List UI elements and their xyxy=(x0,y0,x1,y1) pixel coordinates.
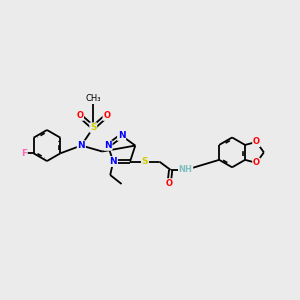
Text: O: O xyxy=(253,137,260,146)
Text: N: N xyxy=(110,157,117,166)
Text: N: N xyxy=(77,141,85,150)
Text: NH: NH xyxy=(179,166,193,175)
Text: N: N xyxy=(118,131,125,140)
Text: O: O xyxy=(76,111,83,120)
Text: S: S xyxy=(90,123,97,132)
Text: N: N xyxy=(110,157,117,166)
Text: O: O xyxy=(253,158,260,167)
Text: N: N xyxy=(104,141,112,150)
Text: O: O xyxy=(166,179,173,188)
Text: F: F xyxy=(21,149,27,158)
Text: CH₃: CH₃ xyxy=(85,94,101,103)
Text: O: O xyxy=(103,111,110,120)
Text: S: S xyxy=(142,157,148,166)
